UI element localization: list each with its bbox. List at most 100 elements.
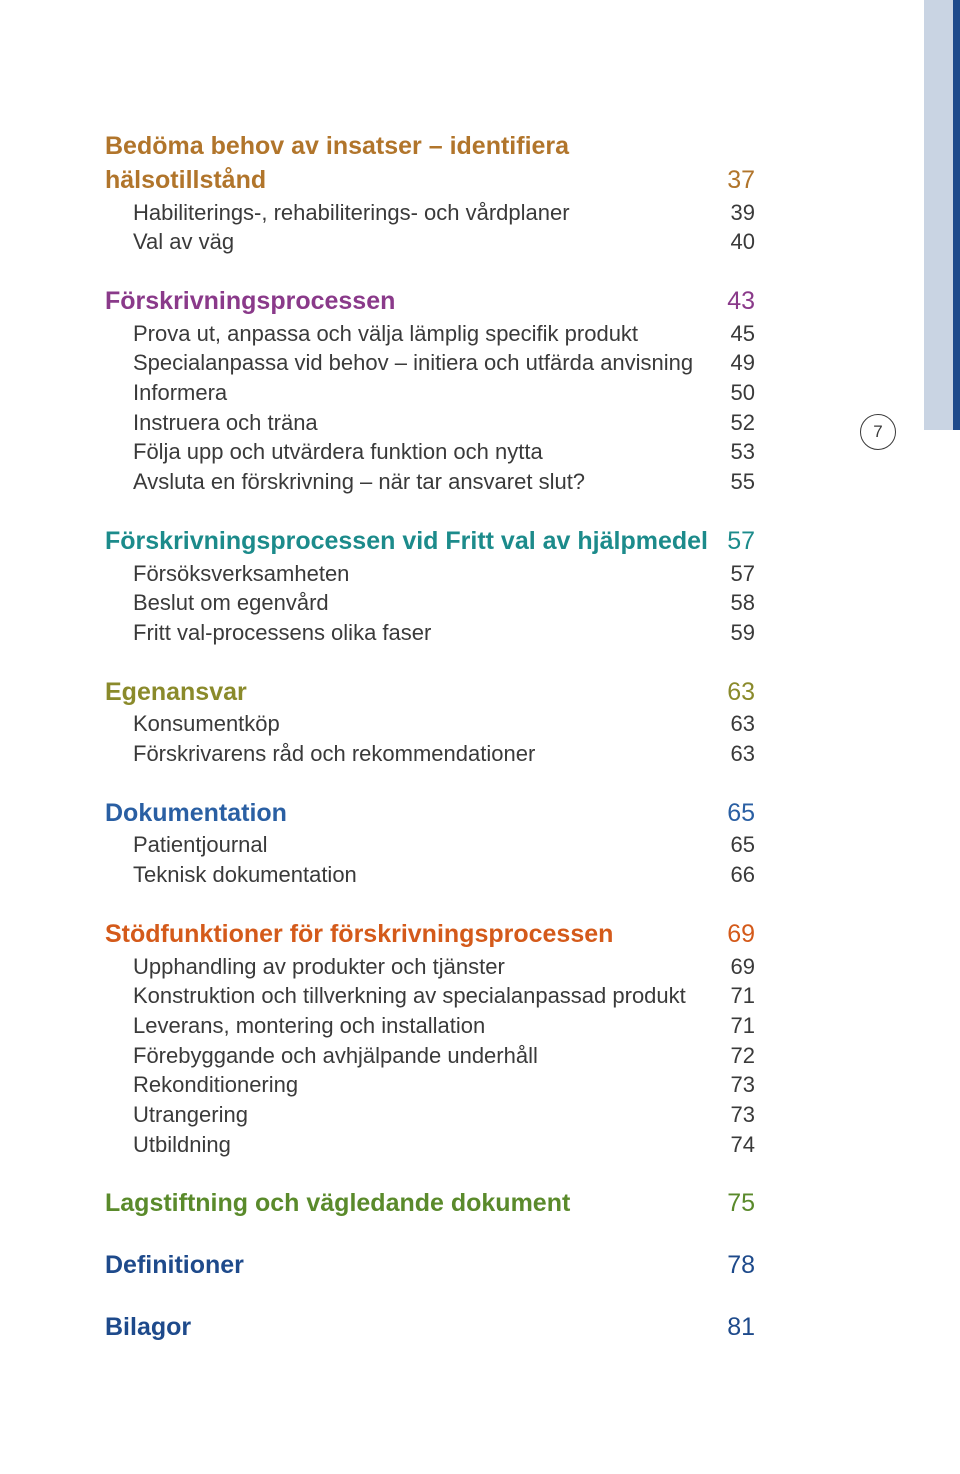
toc-heading-row: Stödfunktioner för förskrivningsprocesse… [105,918,755,952]
toc-entry-row: Upphandling av produkter och tjänster 69 [105,952,755,982]
toc-heading-row: Definitioner 78 [105,1249,755,1283]
toc-heading-row: Dokumentation 65 [105,797,755,831]
toc-entry-page: 59 [731,618,755,648]
toc-heading-title: Förskrivningsprocessen [105,285,395,319]
toc-heading-row: Förskrivningsprocessen vid Fritt val av … [105,525,755,559]
page-number-badge: 7 [860,414,896,450]
toc-entry-row: Teknisk dokumentation 66 [105,860,755,890]
toc-section: Definitioner 78 [105,1249,755,1283]
toc-heading-row: Lagstiftning och vägledande dokument 75 [105,1187,755,1221]
toc-entry-title: Habiliterings-, rehabiliterings- och vår… [105,198,570,228]
toc-heading-row: Bilagor 81 [105,1311,755,1345]
toc-entry-title: Fritt val-processens olika faser [105,618,431,648]
toc-heading-row: Egenansvar 63 [105,676,755,710]
toc-section: Bilagor 81 [105,1311,755,1345]
toc-heading-page: 81 [727,1311,755,1345]
toc-heading-page: 43 [727,285,755,319]
toc-entry-page: 73 [731,1100,755,1130]
toc-entry-title: Teknisk dokumentation [105,860,357,890]
toc-entry-page: 69 [731,952,755,982]
toc-entry-page: 72 [731,1041,755,1071]
toc-section: Förskrivningsprocessen vid Fritt val av … [105,525,755,648]
side-tab-stripe [953,0,960,430]
toc-entry-page: 39 [731,198,755,228]
toc-heading-title: Egenansvar [105,676,247,710]
toc-heading-page: 65 [727,797,755,831]
toc-heading-title: Stödfunktioner för förskrivningsprocesse… [105,918,613,952]
toc-section: Stödfunktioner för förskrivningsprocesse… [105,918,755,1160]
toc-heading-title: Definitioner [105,1249,244,1283]
toc-entry-title: Rekonditionering [105,1070,298,1100]
toc-entry-page: 71 [731,981,755,1011]
toc-entry-page: 52 [731,408,755,438]
toc-entry-title: Avsluta en förskrivning – när tar ansvar… [105,467,585,497]
toc-heading-page: 75 [727,1187,755,1221]
toc-entry-title: Följa upp och utvärdera funktion och nyt… [105,437,543,467]
toc-entry-row: Habiliterings-, rehabiliterings- och vår… [105,198,755,228]
toc-entry-title: Informera [105,378,227,408]
toc-entry-title: Konsumentköp [105,709,280,739]
page-number: 7 [873,422,882,442]
toc-heading-row: Förskrivningsprocessen 43 [105,285,755,319]
toc-entry-title: Instruera och träna [105,408,318,438]
toc-entry-title: Beslut om egenvård [105,588,329,618]
toc-entry-page: 57 [731,559,755,589]
toc-section: Egenansvar63Konsumentköp63Förskrivarens … [105,676,755,769]
toc-heading-title: Dokumentation [105,797,287,831]
toc-heading-page: 69 [727,918,755,952]
toc-entry-title: Val av väg [105,227,234,257]
toc-entry-row: Fritt val-processens olika faser 59 [105,618,755,648]
toc-entry-title: Förskrivarens råd och rekommendationer [105,739,535,769]
toc-entry-row: Konsumentköp 63 [105,709,755,739]
toc-heading-row: Bedöma behov av insatser – identifiera h… [105,130,755,198]
toc-entry-page: 65 [731,830,755,860]
toc-entry-page: 73 [731,1070,755,1100]
toc-entry-page: 55 [731,467,755,497]
toc-content: Bedöma behov av insatser – identifiera h… [105,130,755,1373]
toc-entry-page: 45 [731,319,755,349]
toc-entry-row: Försöksverksamheten57 [105,559,755,589]
toc-entry-row: Patientjournal 65 [105,830,755,860]
toc-section: Dokumentation65Patientjournal65Teknisk d… [105,797,755,890]
page: 7 Bedöma behov av insatser – identifiera… [0,0,960,1474]
toc-entry-page: 40 [731,227,755,257]
toc-entry-row: Leverans, montering och installation 71 [105,1011,755,1041]
toc-heading-title: Bilagor [105,1311,191,1345]
toc-entry-title: Specialanpassa vid behov – initiera och … [105,348,693,378]
toc-entry-row: Beslut om egenvård58 [105,588,755,618]
toc-entry-page: 53 [731,437,755,467]
toc-heading-title: Lagstiftning och vägledande dokument [105,1187,570,1221]
toc-entry-row: Instruera och träna 52 [105,408,755,438]
toc-entry-title: Upphandling av produkter och tjänster [105,952,505,982]
toc-entry-title: Patientjournal [105,830,268,860]
toc-entry-row: Konstruktion och tillverkning av special… [105,981,755,1011]
toc-heading-page: 63 [727,676,755,710]
toc-entry-page: 71 [731,1011,755,1041]
toc-entry-page: 63 [731,709,755,739]
toc-entry-page: 49 [731,348,755,378]
toc-heading-title: Förskrivningsprocessen vid Fritt val av … [105,525,708,559]
toc-entry-row: Prova ut, anpassa och välja lämplig spec… [105,319,755,349]
toc-heading-page: 57 [727,525,755,559]
toc-entry-row: Förebyggande och avhjälpande underhåll 72 [105,1041,755,1071]
toc-entry-row: Specialanpassa vid behov – initiera och … [105,348,755,378]
toc-entry-row: Utrangering 73 [105,1100,755,1130]
toc-entry-row: Avsluta en förskrivning – när tar ansvar… [105,467,755,497]
toc-heading-title: Bedöma behov av insatser – identifiera h… [105,130,665,198]
toc-entry-row: Informera 50 [105,378,755,408]
toc-section: Bedöma behov av insatser – identifiera h… [105,130,755,257]
toc-entry-title: Konstruktion och tillverkning av special… [105,981,686,1011]
toc-entry-title: Förebyggande och avhjälpande underhåll [105,1041,538,1071]
toc-entry-title: Utrangering [105,1100,248,1130]
toc-entry-page: 50 [731,378,755,408]
toc-entry-row: Utbildning74 [105,1130,755,1160]
toc-entry-row: Förskrivarens råd och rekommendationer 63 [105,739,755,769]
toc-section: Lagstiftning och vägledande dokument 75 [105,1187,755,1221]
toc-entry-page: 63 [731,739,755,769]
toc-heading-page: 37 [727,164,755,198]
toc-entry-page: 66 [731,860,755,890]
toc-entry-row: Val av väg 40 [105,227,755,257]
toc-entry-title: Leverans, montering och installation [105,1011,485,1041]
toc-entry-title: Prova ut, anpassa och välja lämplig spec… [105,319,638,349]
toc-heading-page: 78 [727,1249,755,1283]
